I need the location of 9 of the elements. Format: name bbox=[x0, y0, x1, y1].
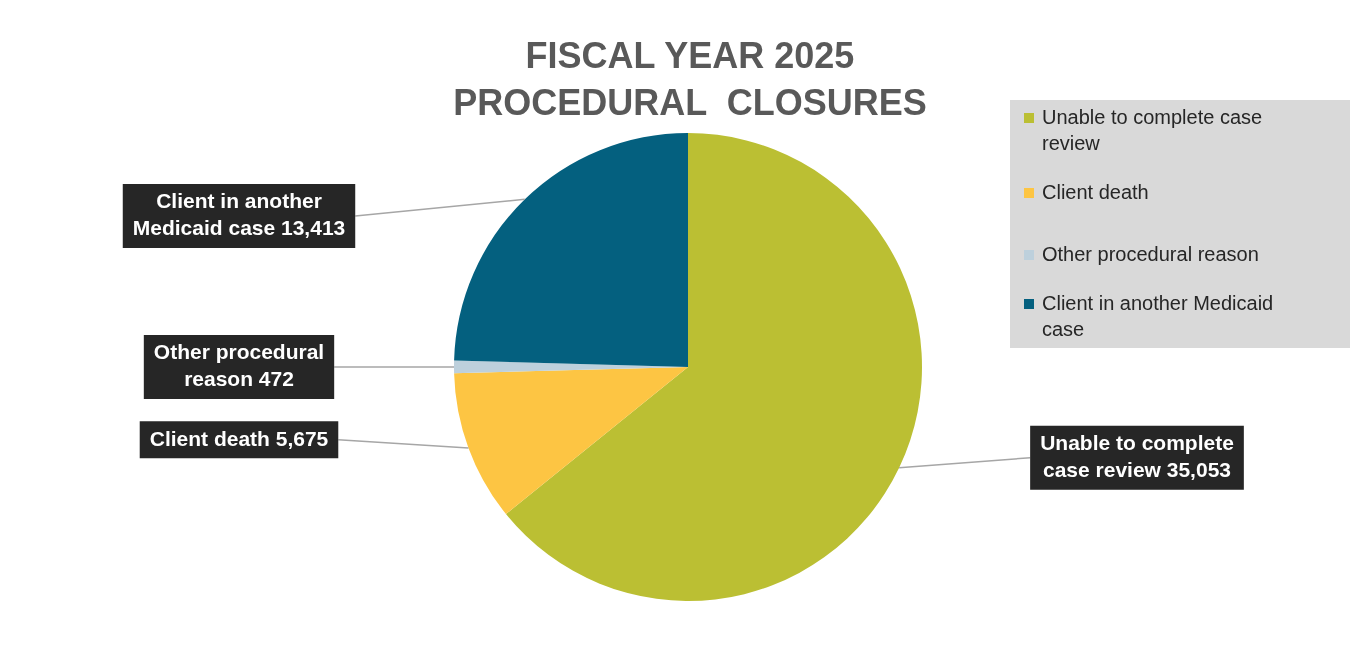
category-label: Other procedural reason 472 bbox=[153, 340, 325, 391]
legend-label: Client in another Medicaid case bbox=[1042, 291, 1274, 340]
category-label: Client in another Medicaid case 13,413 bbox=[132, 189, 346, 240]
legend-label: Unable to complete case review bbox=[1042, 105, 1263, 154]
category-label: Client death 5,675 bbox=[149, 426, 329, 450]
legend-label: Other procedural reason bbox=[1042, 242, 1259, 265]
legend-label: Client death bbox=[1042, 180, 1149, 203]
chart-title: FISCAL YEAR 2025 PROCEDURAL CLOSURES bbox=[453, 34, 927, 123]
category-label: Unable to complete case review 35,053 bbox=[1040, 431, 1234, 482]
